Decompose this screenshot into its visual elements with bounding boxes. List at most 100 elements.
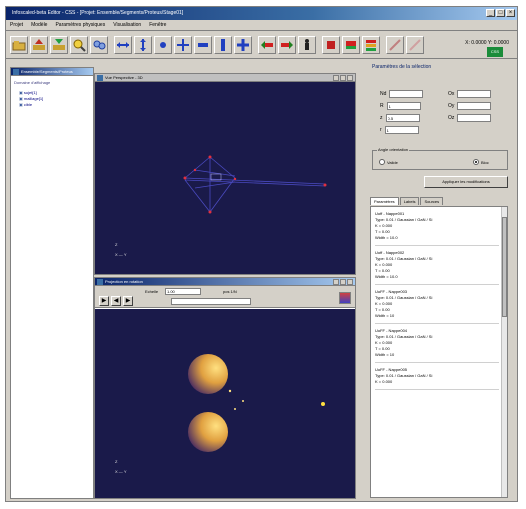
view-top-title: Vue Perspective - 3D [105, 75, 143, 80]
tab-labels[interactable]: Labels [399, 197, 420, 205]
brush-icon[interactable] [406, 36, 424, 54]
apply-button[interactable]: Appliquer les modifications [424, 176, 508, 188]
field-label: R [380, 103, 384, 109]
item-name: Uoff - Nappe001 [375, 211, 405, 216]
window-controls [333, 279, 353, 285]
parameter-list: Uoff - Nappe001 Type: 0.01 / Gaussian / … [370, 206, 508, 498]
marker-icon[interactable] [322, 36, 340, 54]
step-forward-button[interactable]: ▶ [123, 296, 133, 306]
tab-parametres[interactable]: Paramètres [370, 197, 399, 205]
menu-projet[interactable]: Projet [10, 22, 24, 28]
radio-valide[interactable]: Valide [379, 159, 398, 165]
oz-input[interactable] [457, 114, 492, 122]
item-t: T = 0.00 [375, 307, 390, 312]
tree-node[interactable]: maillage[1] [14, 96, 90, 102]
close-button[interactable]: × [506, 9, 515, 17]
item-k: K = 0.000 [375, 379, 393, 384]
axis-xy-label: X — Y [115, 252, 127, 257]
oy-input[interactable] [457, 102, 492, 110]
playback-controls: ▶ ◀ ▶ Echelle 1.00 pos 1/N [95, 286, 355, 308]
scrollbar-thumb[interactable] [502, 217, 507, 317]
field-label: Ox [448, 91, 455, 97]
menu-visualisation[interactable]: Visualisation [113, 22, 142, 28]
properties-panel: Paramètres de la sélection Nd Ox R Oy z … [364, 62, 516, 500]
maximize-button[interactable]: □ [496, 9, 505, 17]
minimize-button[interactable]: _ [486, 9, 495, 17]
color-map-icon[interactable] [339, 292, 351, 304]
list-item[interactable]: UoFF - Nappe003 Type: 0.01 / Gaussian / … [375, 289, 499, 324]
ox-input[interactable] [457, 90, 492, 98]
list-item[interactable]: UoFF - Nappe005 Type: 0.01 / Gaussian / … [375, 367, 499, 390]
list-scrollbar[interactable] [501, 207, 507, 497]
rotate-icon[interactable] [234, 36, 252, 54]
viewport-projection[interactable]: Z X — Y [95, 309, 355, 498]
small-r-input[interactable] [384, 126, 419, 134]
list-item[interactable]: UoFF - Nappe004 Type: 0.01 / Gaussian / … [375, 328, 499, 363]
view-3d-top: Vue Perspective - 3D [94, 73, 356, 275]
minimize-button[interactable] [333, 279, 339, 285]
layers-icon[interactable] [362, 36, 380, 54]
field-label: Oy [448, 103, 455, 109]
tree-root[interactable]: Domaine d'affichage [14, 80, 51, 85]
list-item[interactable]: Uoff - Nappe002 Type: 0.01 / Gaussian / … [375, 250, 499, 285]
title-bar: Infoscaled-beta Editor - CSS - [Projet: … [6, 7, 517, 20]
radio-dot[interactable] [379, 159, 385, 165]
move-all-icon[interactable] [174, 36, 192, 54]
tree-view: Domaine d'affichage sujet[1] maillage[1]… [11, 76, 93, 112]
window-controls [333, 75, 353, 81]
radio-dot[interactable] [473, 159, 479, 165]
tree-panel: Ensemble/Segments/Proteus Domaine d'affi… [10, 67, 94, 499]
close-button[interactable] [347, 279, 353, 285]
tree-node[interactable]: sujet[1] [14, 90, 90, 96]
stretch-icon[interactable] [214, 36, 232, 54]
radio-label: Bloc [481, 159, 489, 165]
field-label: Nd [380, 91, 387, 97]
tree-panel-titlebar: Ensemble/Segments/Proteus [11, 68, 93, 76]
axis-z-label: Z [115, 459, 118, 464]
item-width: Width = 10 [375, 352, 395, 357]
viewport-3d[interactable]: Z X — Y [95, 82, 355, 274]
pencil-icon[interactable] [386, 36, 404, 54]
open-icon[interactable] [10, 36, 28, 54]
arrow-left-icon[interactable] [258, 36, 276, 54]
close-button[interactable] [347, 75, 353, 81]
scale-input[interactable]: 1.00 [165, 288, 201, 295]
maximize-button[interactable] [340, 279, 346, 285]
step-back-button[interactable]: ◀ [111, 296, 121, 306]
figure-icon[interactable] [298, 36, 316, 54]
list-item[interactable]: Uoff - Nappe001 Type: 0.01 / Gaussian / … [375, 211, 499, 246]
tree-panel-title: Ensemble/Segments/Proteus [21, 69, 73, 74]
field-label: r [380, 127, 382, 133]
r-input[interactable] [386, 102, 421, 110]
radio-bloc[interactable]: Bloc [473, 159, 489, 165]
move-vertical-icon[interactable] [134, 36, 152, 54]
menu-modele[interactable]: Modèle [31, 22, 48, 28]
window-controls: _ □ × [486, 9, 515, 17]
item-k: K = 0.000 [375, 301, 393, 306]
orientation-group-label: Angle orientation [377, 147, 410, 152]
position-slider[interactable] [171, 298, 251, 305]
menu-parametres[interactable]: Paramètres physiques [55, 22, 106, 28]
tree-node[interactable]: cible [14, 102, 90, 108]
nd-input[interactable] [389, 90, 424, 98]
arrow-right-icon[interactable] [278, 36, 296, 54]
import-icon[interactable] [30, 36, 48, 54]
minimize-button[interactable] [333, 75, 339, 81]
menu-fenetre[interactable]: Fenêtre [149, 22, 167, 28]
point-icon[interactable] [154, 36, 172, 54]
field-small-r: r [380, 126, 419, 134]
pan-icon[interactable] [194, 36, 212, 54]
menu-bar: Projet Modèle Paramètres physiques Visua… [6, 20, 517, 31]
position-label: pos 1/N [223, 289, 237, 294]
play-button[interactable]: ▶ [99, 296, 109, 306]
maximize-button[interactable] [340, 75, 346, 81]
flag-icon[interactable] [342, 36, 360, 54]
tab-sources[interactable]: Sources [420, 197, 444, 205]
z-input[interactable] [385, 114, 420, 122]
export-icon[interactable] [50, 36, 68, 54]
zoom-icon[interactable] [70, 36, 88, 54]
item-t: T = 0.00 [375, 268, 390, 273]
zoom-region-icon[interactable] [90, 36, 108, 54]
move-horizontal-icon[interactable] [114, 36, 132, 54]
app-logo: CSS [487, 47, 503, 57]
